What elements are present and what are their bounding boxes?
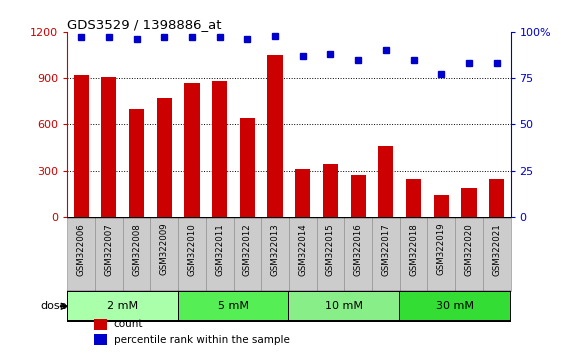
Bar xyxy=(123,217,150,291)
Text: percentile rank within the sample: percentile rank within the sample xyxy=(114,335,289,345)
Bar xyxy=(295,169,310,217)
Text: GSM322020: GSM322020 xyxy=(465,223,473,275)
Text: 2 mM: 2 mM xyxy=(107,301,138,311)
Text: dose: dose xyxy=(41,301,67,311)
Bar xyxy=(67,217,95,291)
Text: GSM322016: GSM322016 xyxy=(353,223,362,275)
Text: GSM322012: GSM322012 xyxy=(243,223,252,275)
Text: GSM322008: GSM322008 xyxy=(132,223,141,275)
Text: 10 mM: 10 mM xyxy=(325,301,364,311)
Bar xyxy=(185,83,200,217)
Text: GSM322010: GSM322010 xyxy=(187,223,196,275)
Text: 30 mM: 30 mM xyxy=(436,301,474,311)
Text: GSM322021: GSM322021 xyxy=(492,223,501,275)
Text: GSM322011: GSM322011 xyxy=(215,223,224,275)
Bar xyxy=(344,217,372,291)
Bar xyxy=(150,217,178,291)
Bar xyxy=(129,109,144,217)
Bar xyxy=(378,146,393,217)
Bar xyxy=(489,179,504,217)
Bar xyxy=(261,217,289,291)
Bar xyxy=(483,217,511,291)
Bar xyxy=(427,217,455,291)
Text: GDS3529 / 1398886_at: GDS3529 / 1398886_at xyxy=(67,18,222,31)
Text: GSM322018: GSM322018 xyxy=(409,223,418,275)
Bar xyxy=(399,217,427,291)
Text: count: count xyxy=(114,319,144,329)
Bar xyxy=(461,188,477,217)
Bar xyxy=(212,81,227,217)
Bar xyxy=(400,292,510,320)
Text: GSM322015: GSM322015 xyxy=(326,223,335,275)
Bar xyxy=(68,292,178,320)
Bar xyxy=(289,217,316,291)
Bar xyxy=(157,98,172,217)
Bar xyxy=(372,217,399,291)
Text: GSM322006: GSM322006 xyxy=(77,223,86,275)
Bar xyxy=(94,319,107,330)
Text: GSM322017: GSM322017 xyxy=(381,223,390,275)
Text: GSM322014: GSM322014 xyxy=(298,223,307,275)
Bar xyxy=(406,179,421,217)
Bar xyxy=(323,165,338,217)
Bar xyxy=(351,175,366,217)
Text: GSM322019: GSM322019 xyxy=(437,223,446,275)
Text: GSM322007: GSM322007 xyxy=(104,223,113,275)
Bar xyxy=(73,75,89,217)
Text: GSM322009: GSM322009 xyxy=(160,223,169,275)
Bar xyxy=(178,292,288,320)
Bar xyxy=(233,217,261,291)
Bar xyxy=(268,55,283,217)
Bar xyxy=(434,195,449,217)
Bar xyxy=(455,217,483,291)
Bar xyxy=(206,217,233,291)
Bar xyxy=(289,292,399,320)
Text: 5 mM: 5 mM xyxy=(218,301,249,311)
Bar xyxy=(240,118,255,217)
Bar xyxy=(94,334,107,345)
Bar xyxy=(95,217,123,291)
Bar xyxy=(178,217,206,291)
Bar xyxy=(316,217,344,291)
Bar xyxy=(101,76,117,217)
Text: GSM322013: GSM322013 xyxy=(270,223,279,275)
